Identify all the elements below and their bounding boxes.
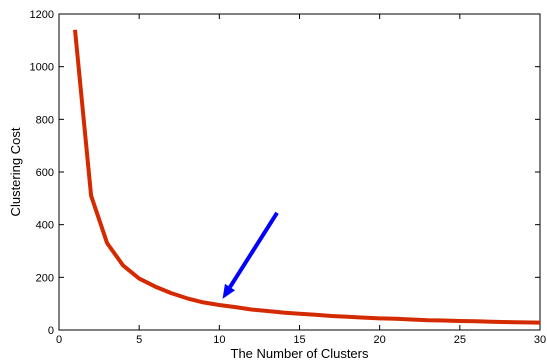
x-tick-label: 20 [374, 334, 386, 346]
y-tick-label: 600 [36, 167, 54, 179]
x-tick-label: 15 [293, 334, 305, 346]
x-tick-label: 5 [136, 334, 142, 346]
y-tick-label: 1200 [30, 9, 54, 21]
x-axis-label: The Number of Clusters [231, 346, 369, 361]
y-tick-label: 1000 [30, 62, 54, 74]
y-tick-label: 0 [48, 325, 54, 337]
x-tick-label: 30 [534, 334, 546, 346]
plot-area [58, 13, 541, 331]
x-tick-label: 10 [213, 334, 225, 346]
x-axis-ticks: 0 5 10 15 20 25 30 [56, 14, 546, 346]
y-tick-label: 200 [36, 272, 54, 284]
annotation-arrow-shaft [228, 211, 279, 289]
y-tick-label: 800 [36, 114, 54, 126]
x-tick-label: 0 [56, 334, 62, 346]
y-axis-label: Clustering Cost [8, 127, 23, 216]
annotation-arrow-head [222, 283, 236, 299]
y-axis-ticks: 0 200 400 600 800 1000 1200 [30, 9, 540, 337]
annotation-group [222, 211, 279, 299]
y-tick-label: 400 [36, 220, 54, 232]
series-line [73, 29, 541, 325]
x-tick-label: 25 [454, 334, 466, 346]
series-group [73, 29, 541, 325]
